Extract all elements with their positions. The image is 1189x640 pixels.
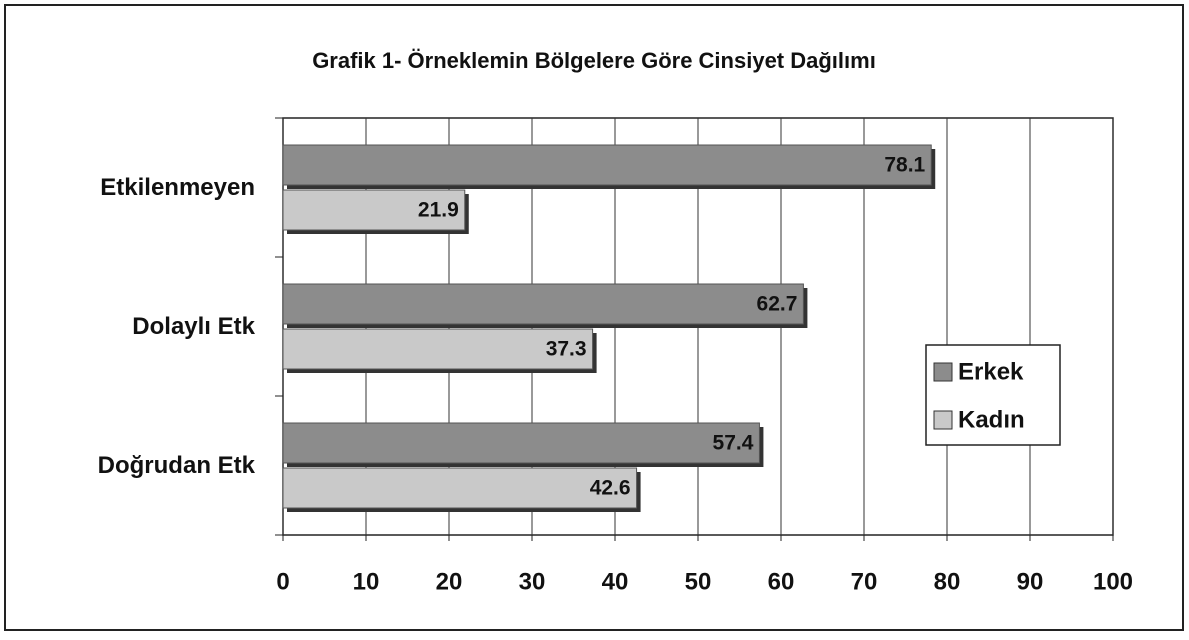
legend-swatch: [933, 362, 953, 382]
data-label: 62.7: [757, 293, 798, 316]
x-tick-label: 70: [851, 568, 878, 595]
bar: [282, 189, 466, 231]
y-tick-label: Dolaylı Etk: [132, 313, 255, 340]
data-label: 57.4: [713, 432, 754, 455]
legend-label: Erkek: [958, 358, 1024, 385]
x-tick-label: 40: [602, 568, 629, 595]
bar: [282, 467, 638, 509]
data-label: 37.3: [546, 338, 587, 361]
bar: [282, 328, 594, 370]
chart-title: Grafik 1- Örneklemin Bölgelere Göre Cins…: [312, 48, 876, 73]
x-tick-label: 100: [1093, 568, 1133, 595]
y-tick-label: Etkilenmeyen: [100, 174, 255, 201]
y-tick-label: Doğrudan Etk: [98, 452, 256, 479]
legend-swatch: [933, 410, 953, 430]
x-tick-label: 80: [934, 568, 961, 595]
x-tick-label: 50: [685, 568, 712, 595]
data-label: 42.6: [590, 477, 631, 500]
x-tick-label: 60: [768, 568, 795, 595]
legend-box: [925, 344, 1061, 446]
x-tick-label: 0: [276, 568, 289, 595]
x-tick-label: 30: [519, 568, 546, 595]
x-tick-label: 20: [436, 568, 463, 595]
data-label: 21.9: [418, 199, 459, 222]
x-tick-label: 90: [1017, 568, 1044, 595]
bar: [282, 283, 804, 325]
x-tick-label: 10: [353, 568, 380, 595]
bar: [282, 422, 760, 464]
bar: [282, 144, 932, 186]
data-label: 78.1: [884, 154, 925, 177]
legend-label: Kadın: [958, 406, 1025, 433]
